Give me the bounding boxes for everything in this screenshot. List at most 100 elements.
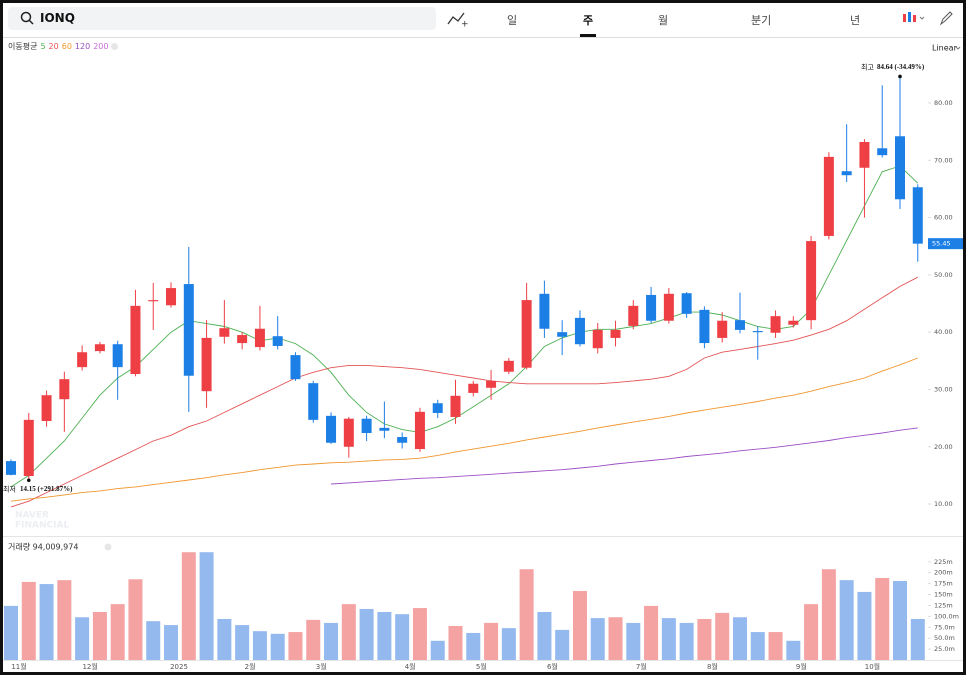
x-tick-label: 8월 <box>707 662 718 671</box>
tab[interactable]: 주 <box>583 14 594 27</box>
legend-item: 120 <box>74 42 91 51</box>
candle-body <box>788 320 799 325</box>
candle-body <box>806 241 817 321</box>
chart-type-icon[interactable] <box>903 12 925 22</box>
high-text: 84.64 (-34.49%) <box>877 63 925 71</box>
volume-bar <box>217 618 232 660</box>
x-tick-label: 12월 <box>82 662 97 671</box>
volume-bar <box>199 552 214 660</box>
volume-bar <box>590 618 605 660</box>
volume-bar <box>430 640 445 660</box>
candle-body <box>539 293 550 329</box>
y-tick-label: 200m <box>934 569 953 577</box>
y-tick-label: 150m <box>934 591 953 599</box>
y-tick-label: 30.00 <box>934 385 953 393</box>
candle-body <box>681 293 692 314</box>
x-tick-label: 6월 <box>547 662 558 671</box>
volume-bar <box>857 591 872 660</box>
volume-bar <box>661 618 676 660</box>
candle-body <box>895 136 905 200</box>
scale-toggle <box>955 46 961 50</box>
candle-body <box>166 288 177 306</box>
volume-bar <box>875 577 890 660</box>
volume-bar <box>484 622 499 660</box>
candle-body <box>450 395 461 417</box>
volume-bar <box>164 625 179 660</box>
x-tick-label: 9월 <box>796 662 807 671</box>
volume-bar <box>519 569 534 660</box>
volume-bar <box>626 622 641 660</box>
y-tick-label: 175m <box>934 580 953 588</box>
volume-bar <box>750 632 765 660</box>
volume-bar <box>608 617 623 660</box>
scale-toggle[interactable]: Linear <box>932 44 958 53</box>
candle-body <box>574 317 585 345</box>
candle-body <box>717 320 728 338</box>
candle-body <box>521 300 532 368</box>
tab[interactable]: 일 <box>507 14 518 27</box>
x-tick-label: 4월 <box>405 662 416 671</box>
volume-bar <box>92 612 107 660</box>
candle-body <box>397 437 408 443</box>
volume-bar <box>786 640 801 660</box>
search-box[interactable] <box>8 7 436 30</box>
watermark: NAVER <box>15 511 49 521</box>
volume-bar <box>893 581 907 660</box>
candle-body <box>752 331 763 333</box>
x-tick-label: 7월 <box>636 662 647 671</box>
volume-bar <box>448 625 463 660</box>
candle-body <box>326 415 337 443</box>
candle-body <box>361 418 372 434</box>
low-marker <box>26 478 31 483</box>
candle-body <box>41 395 52 421</box>
legend-item: 5 <box>40 42 46 51</box>
volume-bar <box>910 618 925 660</box>
search-text[interactable]: IONQ <box>40 11 75 25</box>
volume-bar <box>768 632 783 660</box>
volume-bar <box>537 612 552 660</box>
tab[interactable]: 분기 <box>751 14 772 27</box>
volume-bar <box>395 614 410 660</box>
volume-bar <box>555 629 570 660</box>
candle-body <box>734 320 745 330</box>
y-tick-label: 25.0m <box>934 645 955 653</box>
candle-body <box>290 355 301 380</box>
y-tick-label: 50.00 <box>934 271 953 279</box>
candle-body <box>610 329 621 338</box>
volume-bar <box>377 612 392 660</box>
volume-bar <box>146 621 161 660</box>
candle-body <box>6 461 16 475</box>
candle-body <box>148 300 159 302</box>
x-tick-label: 5월 <box>476 662 487 671</box>
volume-bar <box>644 605 659 660</box>
close-icon[interactable] <box>111 43 119 50</box>
compare-icon[interactable] <box>447 12 465 25</box>
volume-bar <box>306 619 321 660</box>
candle-body <box>272 336 283 346</box>
candle-body <box>254 328 265 348</box>
candle-body <box>94 344 105 352</box>
volume-bar <box>270 633 285 660</box>
tab-underline <box>580 34 596 37</box>
tab[interactable]: 월 <box>658 14 669 27</box>
volume-bar <box>359 608 374 660</box>
search-icon <box>28 19 34 25</box>
candle-body <box>308 383 319 420</box>
price-tag <box>928 238 963 250</box>
close-icon[interactable] <box>104 543 112 551</box>
candle-body <box>432 403 443 413</box>
candle-body <box>503 360 514 372</box>
legend-item: 60 <box>61 42 72 51</box>
edit-icon[interactable] <box>939 11 953 26</box>
y-tick-label: 10.00 <box>934 500 953 508</box>
tab[interactable]: 년 <box>850 14 861 27</box>
candle-body <box>912 187 923 244</box>
volume-bar <box>572 591 587 660</box>
ma-line <box>10 165 919 488</box>
volume-bar <box>501 628 516 660</box>
y-tick-label: 75.0m <box>934 623 955 631</box>
high-label: 최고 <box>861 62 874 71</box>
low-label: 최저 <box>3 484 16 493</box>
